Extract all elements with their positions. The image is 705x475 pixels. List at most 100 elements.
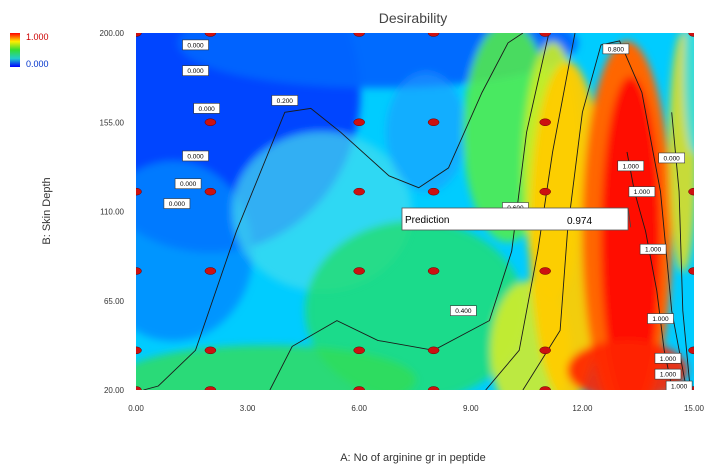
contour-label-text: 1.000	[645, 247, 662, 254]
design-point	[353, 267, 365, 275]
design-point	[539, 346, 551, 355]
contour-label-box	[617, 160, 645, 172]
contour-label: 1.000	[647, 313, 674, 324]
x-tick-label: 9.00	[463, 404, 479, 413]
design-point	[136, 33, 142, 37]
contour-label-box	[602, 43, 630, 55]
contour-label-box	[182, 65, 209, 76]
design-point	[204, 267, 217, 275]
contour-label: 0.800	[602, 43, 630, 55]
chart-title: Desirability	[379, 10, 447, 26]
contour-label: 0.400	[450, 305, 477, 316]
contour-label: 0.000	[658, 152, 685, 164]
contour-label-text: 1.000	[671, 384, 688, 391]
contour-line	[143, 33, 524, 390]
prediction-flag: Prediction 0.974	[401, 207, 632, 231]
contour-label: 0.000	[193, 103, 220, 114]
contour-label-box	[193, 103, 220, 114]
design-point	[539, 118, 551, 126]
contour-label-text: 0.000	[180, 181, 197, 188]
design-point	[353, 346, 365, 355]
colorbar-min-label: 0.000	[26, 59, 49, 69]
design-point	[539, 267, 551, 275]
contour-label: 0.000	[182, 150, 209, 162]
design-points	[136, 33, 694, 390]
contour-label: 1.000	[639, 243, 667, 255]
contour-label-text: 1.000	[660, 372, 677, 379]
contour-label-box	[658, 152, 685, 164]
contour-label-text: 0.000	[187, 153, 204, 160]
design-point	[427, 187, 440, 196]
y-tick-label: 65.00	[104, 297, 125, 306]
x-tick-label: 6.00	[351, 404, 367, 413]
prediction-pointer	[627, 207, 632, 228]
design-point	[688, 187, 694, 196]
heat-blob	[600, 76, 661, 390]
design-point	[136, 187, 142, 196]
contour-label-text: 0.000	[169, 201, 186, 208]
design-point	[204, 118, 217, 126]
contour-label-text: 1.000	[634, 189, 651, 196]
contour-label-box	[450, 305, 477, 316]
y-axis-title: B: Skin Depth	[41, 177, 53, 244]
design-point	[427, 267, 440, 275]
contour-labels: 0.0000.0000.0000.0000.0000.0000.2000.600…	[163, 39, 693, 391]
design-point	[427, 346, 440, 355]
contour-label-text: 0.400	[455, 308, 472, 315]
x-tick-label: 0.00	[128, 404, 144, 413]
heat-blob	[684, 33, 694, 153]
design-point	[353, 33, 365, 37]
contour-label-text: 0.200	[277, 98, 294, 105]
contour-label: 1.000	[654, 368, 682, 380]
contour-label-text: 1.000	[652, 316, 669, 323]
design-point	[688, 33, 694, 37]
contour-label-box	[647, 313, 674, 324]
contour-label-text: 0.000	[187, 68, 204, 75]
contour-label-box	[174, 178, 202, 190]
x-tick-label: 12.00	[572, 404, 593, 413]
contour-label: 1.000	[665, 380, 693, 391]
prediction-box	[401, 207, 629, 231]
design-point	[427, 118, 440, 126]
design-point	[539, 33, 551, 37]
y-tick-label: 20.00	[104, 386, 125, 395]
design-point	[539, 187, 551, 196]
contour-label: 1.000	[654, 352, 682, 364]
design-point	[688, 267, 694, 275]
design-point	[204, 187, 217, 196]
contour-label-box	[182, 150, 209, 162]
contour-label-text: 0.000	[199, 106, 216, 113]
design-point	[204, 33, 217, 37]
plot-area: 0.0000.0000.0000.0000.0000.0000.2000.600…	[136, 33, 694, 391]
x-axis-ticks: 0.00 3.00 6.00 9.00 12.00 15.00	[128, 404, 704, 413]
y-tick-label: 200.00	[100, 29, 125, 38]
contour-label-box	[628, 186, 656, 197]
contour-label: 1.000	[617, 160, 645, 172]
y-tick-label: 110.00	[100, 208, 124, 217]
contour-label-box	[182, 39, 209, 51]
design-point	[204, 386, 217, 390]
contour-label: 0.000	[182, 39, 209, 51]
contour-label-text: 0.000	[664, 155, 681, 162]
design-point	[136, 386, 142, 390]
contour-line	[485, 33, 576, 390]
y-tick-label: 155.00	[100, 118, 125, 127]
contour-label-text: 0.800	[608, 46, 625, 53]
contour-label: 0.000	[163, 198, 191, 209]
prediction-label: Prediction	[405, 215, 449, 226]
y-axis-ticks: 20.00 65.00 110.00 155.00 200.00	[100, 29, 125, 395]
design-point	[539, 386, 551, 390]
contour-label-box	[654, 368, 682, 380]
design-point	[427, 386, 440, 390]
contour-label: 0.000	[182, 65, 209, 76]
prediction-value: 0.974	[567, 216, 592, 227]
design-point	[136, 346, 142, 355]
contour-label: 0.000	[174, 178, 202, 190]
contour-label: 0.200	[271, 95, 299, 106]
design-point	[136, 267, 142, 275]
contour-line	[671, 112, 691, 390]
colorbar-max-label: 1.000	[26, 32, 49, 42]
contour-label: 1.000	[628, 186, 656, 197]
x-axis-title: A: No of arginine gr in peptide	[340, 452, 486, 464]
contour-label-box	[639, 243, 667, 255]
